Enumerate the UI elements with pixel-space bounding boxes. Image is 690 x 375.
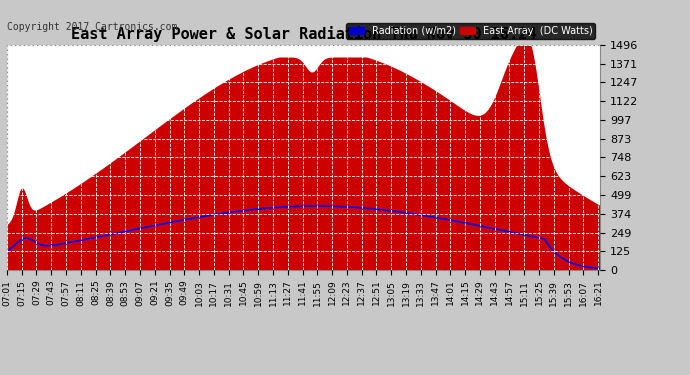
Text: Copyright 2017 Cartronics.com: Copyright 2017 Cartronics.com <box>7 22 177 32</box>
Title: East Array Power & Solar Radiation Thu Nov 30 16:24: East Array Power & Solar Radiation Thu N… <box>71 27 536 42</box>
Legend: Radiation (w/m2), East Array  (DC Watts): Radiation (w/m2), East Array (DC Watts) <box>346 23 595 39</box>
